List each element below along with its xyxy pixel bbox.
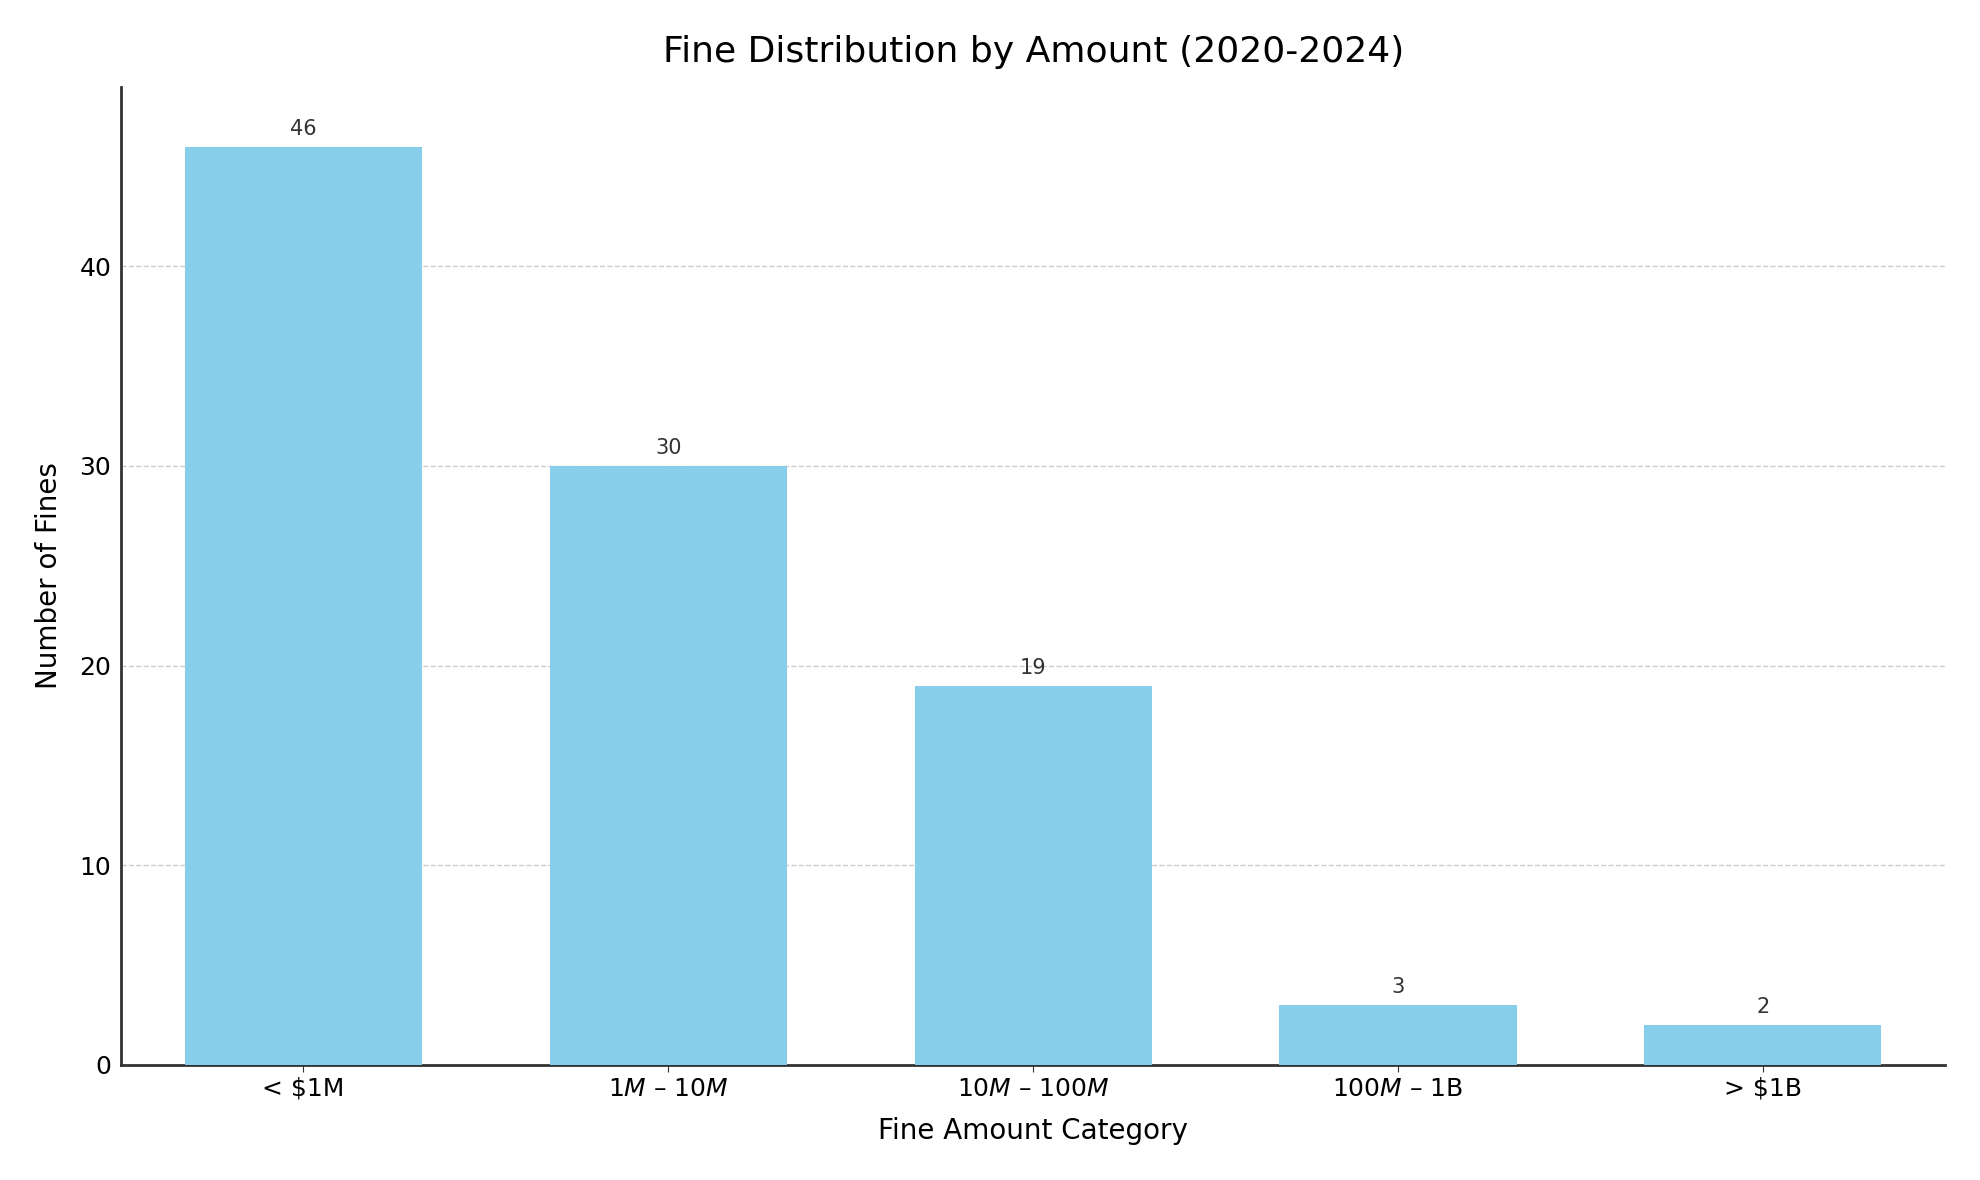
- Text: 3: 3: [1392, 977, 1404, 997]
- Bar: [184, 146, 422, 1064]
- Y-axis label: Number of Fines: Number of Fines: [36, 463, 63, 689]
- Bar: [915, 686, 1152, 1064]
- Text: 2: 2: [1756, 997, 1770, 1017]
- Text: 46: 46: [291, 119, 317, 138]
- Text: 19: 19: [1020, 657, 1047, 677]
- Title: Fine Distribution by Amount (2020-2024): Fine Distribution by Amount (2020-2024): [663, 34, 1404, 68]
- Text: 30: 30: [655, 438, 681, 458]
- Bar: [1279, 1005, 1517, 1064]
- Bar: [1643, 1025, 1881, 1064]
- X-axis label: Fine Amount Category: Fine Amount Category: [879, 1117, 1188, 1146]
- Bar: [550, 466, 786, 1064]
